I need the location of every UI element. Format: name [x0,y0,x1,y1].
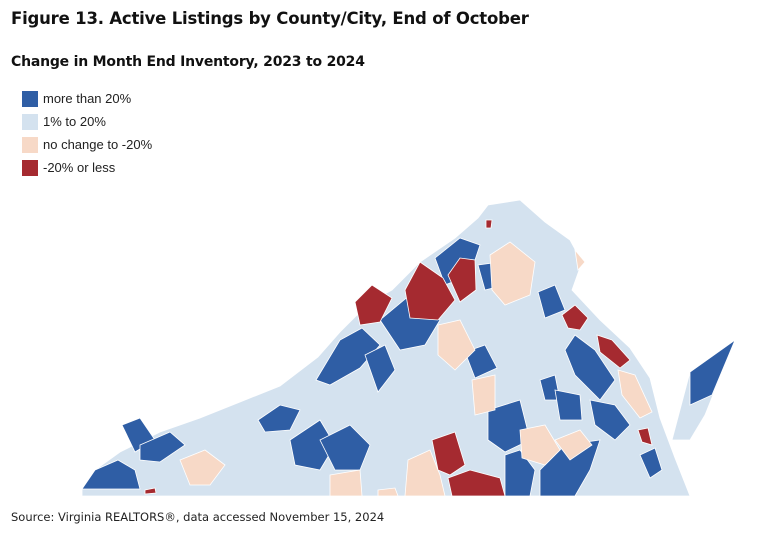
legend-item-minus-20-or-less: -20% or less [22,156,152,179]
county-more-than-20 [464,344,498,379]
legend-swatch [22,136,38,153]
county-more-than-20 [564,334,616,401]
county-no-change-to-minus-20 [471,374,496,416]
county-more-than-20 [589,399,631,441]
county-no-change-to-minus-20 [519,424,561,466]
county-minus-20-or-less [596,334,631,369]
county-more-than-20 [81,459,141,490]
county-minus-20-or-less [354,284,393,326]
county-minus-20-or-less [561,304,589,331]
legend-label: no change to -20% [43,137,153,152]
county-no-change-to-minus-20 [554,429,593,461]
legend-item-more-than-20: more than 20% [22,87,152,110]
county-no-change-to-minus-20 [617,369,653,419]
county-more-than-20 [289,419,336,471]
county-more-than-20 [487,399,531,453]
county-no-change-to-minus-20 [329,469,363,497]
county-more-than-20 [554,389,583,421]
virginia-choropleth-map [81,199,736,497]
legend: more than 20% 1% to 20% no change to -20… [22,87,152,179]
county-more-than-20 [537,284,566,319]
figure-title: Figure 13. Active Listings by County/Cit… [11,9,529,28]
county-minus-20-or-less [447,257,477,303]
county-more-than-20 [364,344,396,393]
county-more-than-20 [315,327,381,386]
legend-label: 1% to 20% [43,114,106,129]
county-more-than-20 [689,338,736,406]
county-more-than-20 [504,449,536,497]
county-minus-20-or-less [485,219,493,229]
legend-item-no-change-to-minus-20: no change to -20% [22,133,152,156]
county-no-change-to-minus-20 [377,487,399,497]
county-more-than-20 [257,404,301,433]
county-more-than-20 [139,431,186,463]
county-more-than-20 [319,424,371,471]
county-more-than-20 [639,447,663,479]
legend-swatch [22,159,38,176]
county-minus-20-or-less [404,261,456,321]
county-no-change-to-minus-20 [437,319,476,371]
county-minus-20-or-less [637,427,653,446]
county-minus-20-or-less [431,431,466,476]
county-minus-20-or-less [447,469,506,497]
county-no-change-to-minus-20 [404,449,446,497]
county-no-change-to-minus-20 [574,248,586,271]
legend-swatch [22,113,38,130]
legend-item-1-to-20: 1% to 20% [22,110,152,133]
legend-label: -20% or less [43,160,116,175]
source-note: Source: Virginia REALTORS®, data accesse… [11,510,385,524]
county-no-change-to-minus-20 [489,241,536,306]
county-no-change-to-minus-20 [179,449,226,486]
legend-label: more than 20% [43,91,132,106]
map-subtitle: Change in Month End Inventory, 2023 to 2… [11,54,365,70]
county-minus-20-or-less [144,487,157,495]
legend-swatch [22,90,38,107]
